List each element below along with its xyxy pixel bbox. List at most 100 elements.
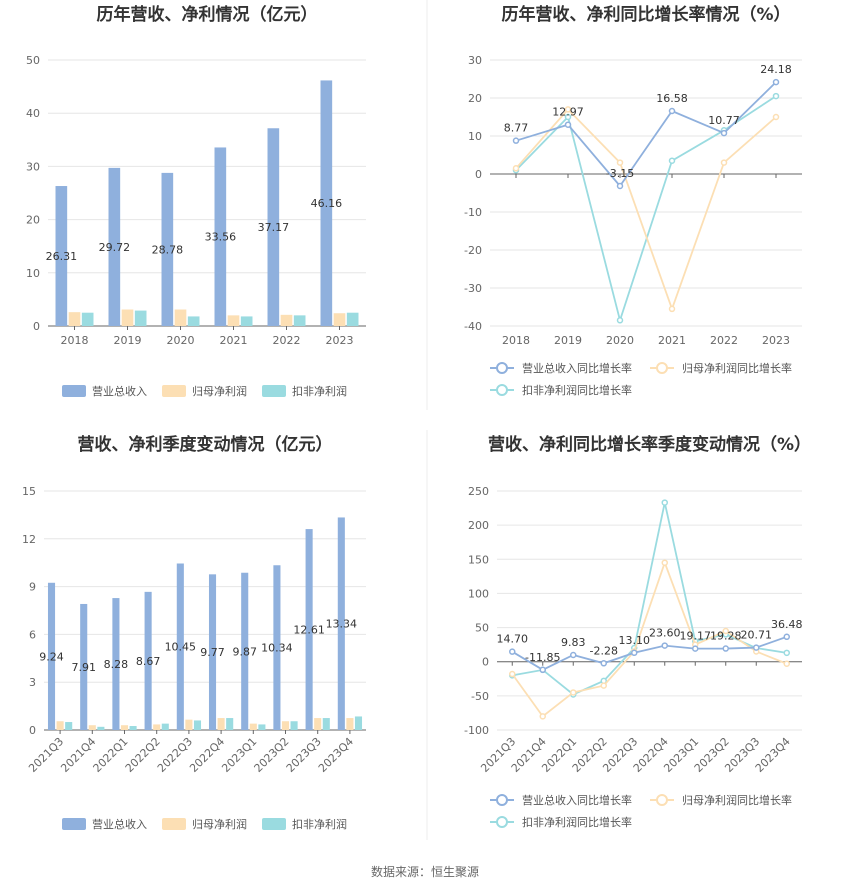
bar (120, 725, 129, 730)
series-line (515, 81, 777, 188)
series-line (515, 95, 777, 324)
data-label: 13.10 (619, 634, 651, 647)
bar (47, 582, 56, 730)
bar (55, 186, 68, 326)
data-point (512, 137, 520, 144)
data-point (722, 645, 729, 652)
data-label: 14.70 (497, 633, 529, 646)
y-tick-label: -20 (464, 244, 482, 257)
x-tick-label: 2023 (326, 334, 354, 347)
quarterly-growth-rate-chart: 营收、净利同比增长率季度变动情况（%） -100 -50 0 50 100 150 200 25… (464, 434, 811, 829)
y-tick-label: 6 (29, 628, 36, 641)
data-point (570, 651, 577, 659)
data-point (661, 642, 668, 649)
chart-title: 营收、净利同比增长率季度变动情况（%） (488, 434, 811, 455)
bar (112, 598, 120, 730)
data-label: 33.56 (205, 231, 237, 244)
bar (281, 721, 290, 730)
legend-swatch-marker (496, 384, 508, 396)
y-tick-label: 0 (29, 724, 36, 737)
bar (161, 172, 174, 326)
chart-title: 历年营收、净利同比增长率情况（%） (501, 4, 790, 25)
data-source-text: 数据来源：恒生聚源 (371, 864, 479, 879)
data-point (772, 78, 780, 86)
data-point (564, 106, 572, 113)
data-point (783, 633, 790, 641)
y-tick-label: 10 (26, 267, 40, 280)
legend-swatch-marker (656, 362, 668, 374)
y-tick-label: 30 (468, 54, 482, 67)
bar (176, 563, 184, 730)
data-label: 13.34 (326, 618, 358, 631)
data-label: 9.77 (200, 646, 225, 659)
series-line (512, 502, 787, 696)
y-tick-label: 150 (468, 553, 489, 566)
series-line (511, 560, 788, 718)
bar (346, 718, 354, 730)
x-tick-label: 2019 (554, 334, 582, 347)
legend-label: 归母净利润 (192, 817, 247, 831)
data-point (722, 627, 729, 635)
legend-label: 扣非净利润同比增长率 (522, 383, 632, 397)
legend-swatch-marker (496, 362, 508, 374)
data-label: 12.97 (552, 106, 584, 119)
chart-title: 营收、净利季度变动情况（亿元） (78, 434, 333, 455)
bar (258, 724, 266, 730)
y-tick-label: 20 (468, 92, 482, 105)
bar (290, 721, 298, 730)
data-point (539, 713, 546, 720)
bar (333, 313, 346, 326)
bar (185, 719, 193, 730)
bar (129, 726, 137, 730)
bar (68, 312, 81, 326)
x-tick-label: 2018 (502, 334, 530, 347)
data-point (616, 317, 624, 324)
data-point (616, 159, 624, 166)
data-label: 12.61 (293, 624, 325, 637)
bar (280, 314, 293, 326)
y-tick-label: -10 (464, 206, 482, 219)
x-tick-label: 2020 (606, 334, 634, 347)
data-label: 9.87 (232, 645, 257, 658)
y-tick-label: 40 (26, 107, 40, 120)
y-tick-label: 30 (26, 160, 40, 173)
bar (305, 529, 313, 730)
bar (293, 315, 306, 326)
data-point (509, 670, 516, 678)
data-point (720, 159, 728, 166)
data-label: 37.17 (258, 221, 290, 234)
data-label: 10.45 (165, 641, 197, 654)
data-point (668, 305, 676, 313)
bar (354, 716, 363, 730)
legend-label: 营业总收入同比增长率 (522, 361, 632, 375)
data-label: 19.17 (680, 630, 712, 643)
x-tick-label: 2023Q4 (316, 735, 356, 775)
y-tick-label: 100 (468, 587, 489, 600)
data-label: 36.48 (771, 618, 803, 631)
x-tick-label: 2022 (710, 334, 738, 347)
data-label: 9.24 (39, 650, 64, 663)
legend-label: 归母净利润同比增长率 (682, 361, 792, 375)
y-tick-label: -30 (464, 282, 482, 295)
bar (273, 565, 281, 730)
data-label: 8.67 (136, 655, 161, 668)
annual-growth-rate-chart: 历年营收、净利同比增长率情况（%） -40 -30 -20 -10 0 10 20 30 2018… (464, 4, 802, 397)
bar (80, 603, 88, 730)
bar (249, 723, 257, 730)
y-tick-label: 0 (475, 168, 482, 181)
x-tick-label: 2023 (762, 334, 790, 347)
bar (267, 128, 280, 326)
x-tick-label: 2019 (114, 334, 142, 347)
y-tick-label: 0 (482, 656, 489, 669)
data-label: 20.71 (741, 629, 773, 642)
data-label: -3.15 (606, 167, 634, 180)
bar (346, 312, 359, 326)
y-tick-label: 50 (475, 622, 489, 635)
y-tick-label: 250 (468, 485, 489, 498)
data-point (509, 648, 516, 655)
bar (81, 312, 94, 326)
legend-label: 归母净利润 (192, 384, 247, 398)
bar (161, 723, 169, 730)
y-tick-label: 0 (33, 320, 40, 333)
